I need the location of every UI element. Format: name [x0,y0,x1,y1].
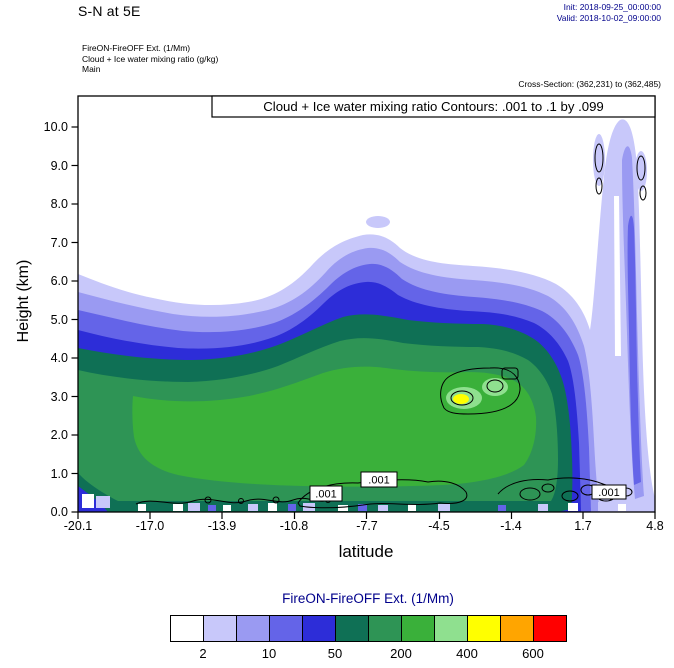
colorbar-cell [170,615,204,642]
colorbar-tick-label: 10 [261,646,277,661]
y-tick-label: 9.0 [50,159,68,173]
surface-patches-midblue [208,504,506,511]
colorbar-cell [467,615,501,642]
plot-inner-title-box: Cloud + Ice water mixing ratio Contours:… [211,95,656,118]
x-tick-label: -7.7 [356,519,378,533]
colorbar-cell [203,615,237,642]
colorbar-cell [335,615,369,642]
x-axis-label: latitude [338,542,394,561]
y-tick-label: 8.0 [50,197,68,211]
y-tick-label: 10.0 [43,120,68,134]
fill-level-yellow [453,394,469,404]
x-tick-label: 1.7 [574,519,592,533]
colorbar-cell [500,615,534,642]
y-axis-label: Height (km) [15,259,32,343]
legend-overlay-field: Cloud + Ice water mixing ratio (g/kg) [82,53,219,64]
x-tick-label: -17.0 [135,519,165,533]
y-tick-label: 7.0 [50,236,68,250]
colorbar-tick-label: 400 [456,646,478,661]
y-tick-label: 4.0 [50,351,68,365]
x-tick-label: 4.8 [646,519,664,533]
contour-label: .001 [315,489,336,501]
colorbar-tick-label: 200 [390,646,412,661]
colorbar-tick-label: 2 [199,646,207,661]
cloud-water-contours [135,143,647,509]
init-valid-block: Init: 2018-09-25_00:00:00 Valid: 2018-10… [557,2,661,24]
valid-time: Valid: 2018-10-02_09:00:00 [556,13,661,23]
legend-domain: Main [82,64,101,74]
contour-label: .001 [598,487,619,499]
y-tick-label: 6.0 [50,274,68,288]
y-tick-label: 1.0 [50,467,68,481]
fill-midblue-streak [627,215,641,485]
contour-label: .001 [368,475,389,487]
extinction-fill-field [78,119,655,512]
fill-level-brightgreen [132,366,537,487]
colorbar-cell [368,615,402,642]
axis-ticks [71,126,656,519]
cross-section-plot: .001 .001 .001 [71,95,656,519]
y-tick-label: 3.0 [50,390,68,404]
x-tick-label: -1.4 [500,519,522,533]
x-tick-label: -10.8 [279,519,309,533]
y-tick-label: 5.0 [50,313,68,327]
surface-patches-white [82,494,626,511]
colorbar-cell [302,615,336,642]
colorbar [170,615,567,642]
page-title: S-N at 5E [78,3,141,19]
colorbar-cell [236,615,270,642]
init-time: Init: 2018-09-25_00:00:00 [563,2,661,12]
surface-patches-lightblue [96,496,608,511]
x-tick-label: -13.9 [207,519,237,533]
colorbar-cell [269,615,303,642]
colorbar-title: FireON-FireOFF Ext. (1/Mm) [282,591,454,606]
contour-label-boxes: .001 .001 .001 [309,471,627,502]
y-tick-label: 0.0 [50,505,68,519]
colorbar-cell [434,615,468,642]
field-legend-block: FireON-FireOFF Ext. (1/Mm) Cloud + Ice w… [82,43,218,75]
colorbar-cell [533,615,567,642]
colorbar-tick-label: 600 [522,646,544,661]
legend-fill-field: FireON-FireOFF Ext. (1/Mm) [82,43,191,53]
streak-white-gaps [614,196,651,426]
colorbar-cell [401,615,435,642]
plot-inner-title: Cloud + Ice water mixing ratio Contours:… [263,99,604,114]
colorbar-tick-label: 50 [327,646,343,661]
y-tick-label: 2.0 [50,428,68,442]
x-tick-label: -20.1 [63,519,93,533]
x-tick-label: -4.5 [428,519,450,533]
cross-section-label: Cross-Section: (362,231) to (362,485) [518,79,661,89]
